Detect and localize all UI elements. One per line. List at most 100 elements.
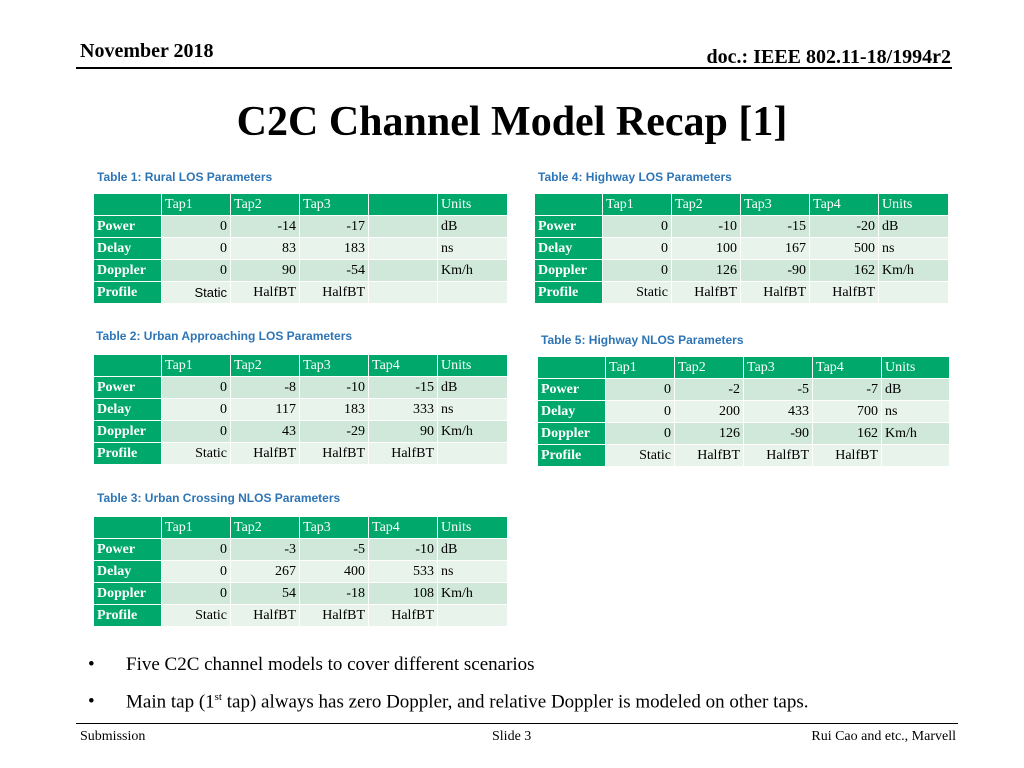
table-row: Delay 0 83 183 ns xyxy=(93,237,508,260)
row-label: Delay xyxy=(93,560,162,583)
table-cell: Km/h xyxy=(437,582,508,605)
table-cell: 90 xyxy=(368,420,438,443)
table-cell: dB xyxy=(437,215,508,238)
table-header-cell xyxy=(93,516,162,539)
table-header-cell xyxy=(537,356,606,379)
table-header-cell xyxy=(93,193,162,216)
table-cell: 0 xyxy=(161,420,231,443)
table-5-caption: Table 5: Highway NLOS Parameters xyxy=(541,333,744,347)
table-1-caption: Table 1: Rural LOS Parameters xyxy=(97,170,273,184)
table-cell: 43 xyxy=(230,420,300,443)
table-cell: 0 xyxy=(605,422,675,445)
table-cell: -18 xyxy=(299,582,369,605)
table-cell: 126 xyxy=(671,259,741,282)
table-2-caption: Table 2: Urban Approaching LOS Parameter… xyxy=(96,329,353,343)
table-cell xyxy=(368,215,438,238)
bullet-text-part: Main tap (1 xyxy=(126,691,215,713)
table-row: Power 0 -3 -5 -10 dB xyxy=(93,538,508,561)
table-cell: ns xyxy=(437,560,508,583)
table-cell: HalfBT xyxy=(812,444,882,467)
slide-title: C2C Channel Model Recap [1] xyxy=(236,99,788,145)
table-cell: 200 xyxy=(674,400,744,423)
table-cell: -14 xyxy=(230,215,300,238)
table-cell: 0 xyxy=(161,538,231,561)
table-cell: 533 xyxy=(368,560,438,583)
table-cell: 0 xyxy=(161,398,231,421)
table-cell: 0 xyxy=(602,237,672,260)
table-row: Profile Static HalfBT HalfBT HalfBT xyxy=(93,442,508,465)
table-cell: -90 xyxy=(743,422,813,445)
row-label: Profile xyxy=(93,442,162,465)
table-cell: 167 xyxy=(740,237,810,260)
table-cell: HalfBT xyxy=(368,442,438,465)
table-row: Profile Static HalfBT HalfBT xyxy=(93,281,508,304)
table-cell: -10 xyxy=(299,376,369,399)
table-4-highway-los: Tap1 Tap2 Tap3 Tap4 Units Power 0 -10 -1… xyxy=(534,193,949,304)
table-header-cell: Tap2 xyxy=(674,356,744,379)
table-cell: 117 xyxy=(230,398,300,421)
table-header-cell: Tap4 xyxy=(809,193,879,216)
table-cell: -3 xyxy=(230,538,300,561)
table-cell: 126 xyxy=(674,422,744,445)
table-cell xyxy=(368,259,438,282)
bullet-superscript: st xyxy=(214,691,222,703)
table-cell: 162 xyxy=(809,259,879,282)
table-row: Delay 0 267 400 533 ns xyxy=(93,560,508,583)
table-cell: Km/h xyxy=(437,420,508,443)
row-label: Power xyxy=(93,376,162,399)
table-row: Profile Static HalfBT HalfBT HalfBT xyxy=(93,604,508,627)
bullet-text: Main tap (1st tap) always has zero Doppl… xyxy=(126,691,808,713)
table-cell: -54 xyxy=(299,259,369,282)
table-header-cell: Tap1 xyxy=(605,356,675,379)
row-label: Doppler xyxy=(534,259,603,282)
table-cell: HalfBT xyxy=(299,604,369,627)
table-cell: 183 xyxy=(299,237,369,260)
row-label: Doppler xyxy=(93,420,162,443)
row-label: Delay xyxy=(93,237,162,260)
row-label: Profile xyxy=(93,281,162,304)
table-header-cell: Tap4 xyxy=(368,354,438,377)
table-cell: HalfBT xyxy=(740,281,810,304)
table-header-cell: Tap1 xyxy=(161,193,231,216)
table-cell: 0 xyxy=(602,259,672,282)
table-cell: HalfBT xyxy=(743,444,813,467)
table-5-highway-nlos: Tap1 Tap2 Tap3 Tap4 Units Power 0 -2 -5 … xyxy=(537,356,950,467)
table-cell: -10 xyxy=(368,538,438,561)
table-row: Tap1 Tap2 Tap3 Tap4 Units xyxy=(537,356,950,379)
table-cell: HalfBT xyxy=(299,281,369,304)
row-label: Doppler xyxy=(537,422,606,445)
table-header-cell xyxy=(368,193,438,216)
table-header-cell: Units xyxy=(437,193,508,216)
bullet-text: Five C2C channel models to cover differe… xyxy=(126,654,535,675)
table-cell: 54 xyxy=(230,582,300,605)
table-cell: dB xyxy=(881,378,950,401)
header-doc-id: doc.: IEEE 802.11-18/1994r2 xyxy=(706,46,951,68)
table-row: Doppler 0 126 -90 162 Km/h xyxy=(534,259,949,282)
table-cell: dB xyxy=(437,538,508,561)
table-3-caption: Table 3: Urban Crossing NLOS Parameters xyxy=(97,491,341,505)
table-cell: HalfBT xyxy=(809,281,879,304)
table-header-cell: Units xyxy=(437,516,508,539)
table-row: Doppler 0 54 -18 108 Km/h xyxy=(93,582,508,605)
table-cell xyxy=(368,237,438,260)
table-cell: 700 xyxy=(812,400,882,423)
table-header-cell: Tap3 xyxy=(740,193,810,216)
table-cell: ns xyxy=(878,237,949,260)
table-cell: 0 xyxy=(161,237,231,260)
row-label: Power xyxy=(93,215,162,238)
table-cell: Km/h xyxy=(878,259,949,282)
table-cell: HalfBT xyxy=(368,604,438,627)
table-cell: HalfBT xyxy=(230,442,300,465)
table-2-urban-approaching-los: Tap1 Tap2 Tap3 Tap4 Units Power 0 -8 -10… xyxy=(93,354,508,465)
row-label: Power xyxy=(534,215,603,238)
table-header-cell: Tap2 xyxy=(230,193,300,216)
table-cell: -15 xyxy=(368,376,438,399)
table-header-cell: Tap3 xyxy=(299,193,369,216)
table-cell: 0 xyxy=(161,259,231,282)
table-row: Tap1 Tap2 Tap3 Tap4 Units xyxy=(93,354,508,377)
table-cell: 433 xyxy=(743,400,813,423)
table-cell: Static xyxy=(602,281,672,304)
table-cell: 0 xyxy=(602,215,672,238)
table-cell: 83 xyxy=(230,237,300,260)
table-header-cell: Tap3 xyxy=(299,354,369,377)
